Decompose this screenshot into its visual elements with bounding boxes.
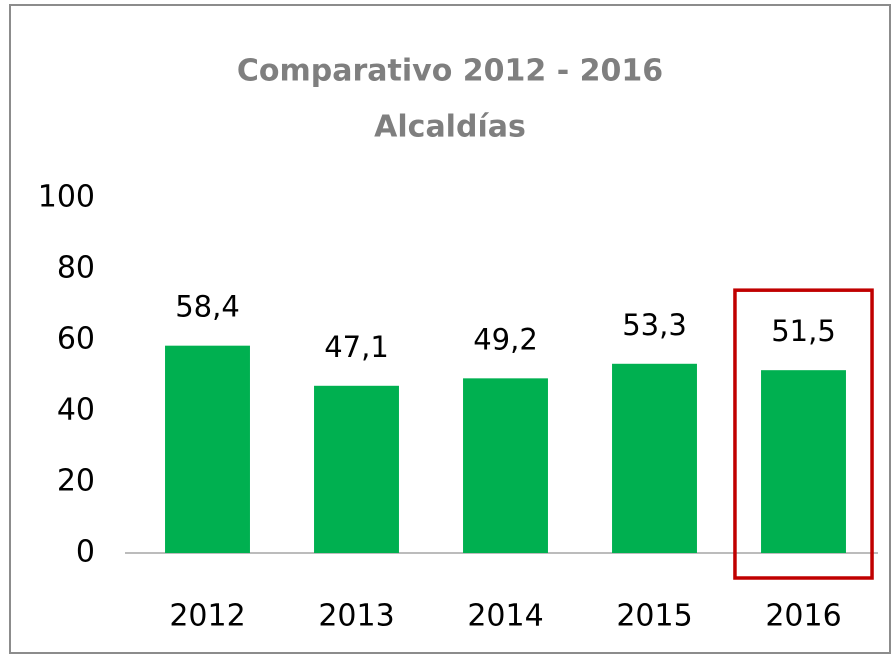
data-label: 47,1: [324, 330, 389, 364]
chart-title: Comparativo 2012 - 2016: [237, 54, 663, 89]
x-tick-label: 2016: [765, 599, 841, 634]
bar: [165, 345, 250, 553]
data-label: 49,2: [473, 322, 538, 356]
data-label: 51,5: [771, 314, 836, 348]
chart-subtitle: Alcaldías: [374, 110, 526, 145]
y-tick-label: 100: [38, 180, 95, 215]
highlight-box: [733, 288, 874, 580]
bar: [463, 378, 548, 553]
bar: [314, 385, 399, 553]
bar: [761, 370, 846, 553]
x-tick-label: 2012: [169, 599, 245, 634]
y-tick-label: 20: [57, 464, 95, 499]
chart-frame: [9, 4, 891, 654]
data-label: 58,4: [175, 290, 240, 324]
x-tick-label: 2015: [616, 599, 692, 634]
x-tick-label: 2014: [467, 599, 543, 634]
bar: [612, 363, 697, 553]
x-tick-label: 2013: [318, 599, 394, 634]
y-tick-label: 80: [57, 251, 95, 286]
y-tick-label: 40: [57, 393, 95, 428]
y-tick-label: 0: [76, 535, 95, 570]
data-label: 53,3: [622, 308, 687, 342]
y-tick-label: 60: [57, 322, 95, 357]
